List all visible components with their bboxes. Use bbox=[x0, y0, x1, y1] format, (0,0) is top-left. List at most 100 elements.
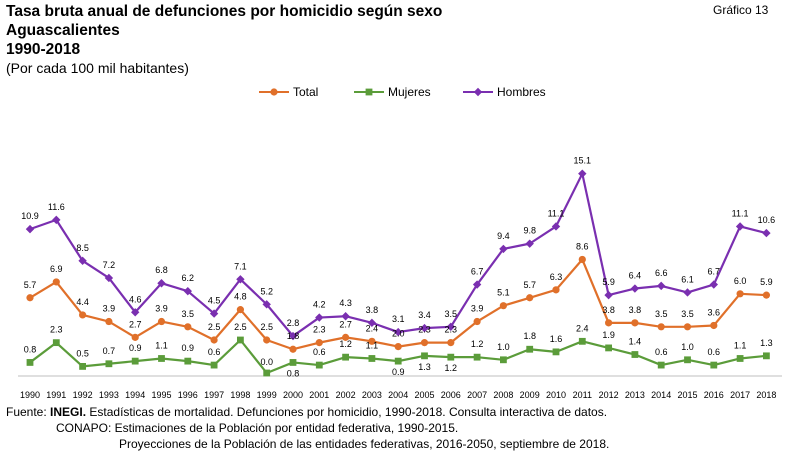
mujeres-marker-1994 bbox=[131, 357, 139, 365]
chart-region: Aguascalientes bbox=[6, 22, 120, 39]
total-marker-1997 bbox=[210, 336, 218, 344]
hombres-marker-2008 bbox=[499, 244, 508, 254]
total-marker-2005 bbox=[420, 339, 429, 347]
total-data-label-2003: 2.4 bbox=[366, 323, 379, 333]
hombres-data-label-2006: 3.5 bbox=[445, 309, 458, 319]
x-tick-label-2015: 2015 bbox=[677, 390, 697, 400]
total-data-label-1995: 3.9 bbox=[155, 304, 168, 314]
legend-marker-hombres bbox=[473, 87, 483, 97]
total-marker-2017 bbox=[736, 290, 744, 298]
total-data-label-1999: 2.5 bbox=[260, 322, 273, 332]
mujeres-marker-2009 bbox=[526, 345, 534, 353]
chart-period: 1990-2018 bbox=[6, 41, 81, 58]
mujeres-data-label-1992: 0.5 bbox=[76, 348, 89, 358]
total-data-label-2005: 2.3 bbox=[418, 325, 431, 335]
total-data-label-2006: 2.3 bbox=[445, 325, 458, 335]
x-tick-label-2006: 2006 bbox=[441, 390, 461, 400]
total-data-label-2004: 2.0 bbox=[392, 329, 405, 339]
hombres-data-label-1998: 7.1 bbox=[234, 261, 247, 271]
x-tick-label-1992: 1992 bbox=[73, 390, 93, 400]
mujeres-data-label-2014: 0.6 bbox=[655, 347, 668, 357]
mujeres-data-label-1994: 0.9 bbox=[129, 343, 142, 353]
total-marker-2001 bbox=[315, 339, 323, 347]
hombres-data-label-2011: 15.1 bbox=[574, 156, 592, 166]
x-tick-label-1993: 1993 bbox=[99, 390, 119, 400]
x-tick-label-2010: 2010 bbox=[546, 390, 566, 400]
total-data-label-2014: 3.5 bbox=[655, 309, 668, 319]
x-tick-label-2014: 2014 bbox=[651, 390, 671, 400]
mujeres-data-label-1999: 0.0 bbox=[260, 357, 273, 367]
total-data-label-2017: 6.0 bbox=[734, 276, 747, 286]
source-label: Fuente: bbox=[6, 405, 47, 419]
hombres-marker-1997 bbox=[209, 309, 219, 318]
source-text-1: Estadísticas de mortalidad. Defunciones … bbox=[89, 405, 608, 419]
legend-marker-mujeres bbox=[365, 88, 373, 96]
mujeres-data-label-2016: 0.6 bbox=[708, 347, 721, 357]
x-tick-label-2005: 2005 bbox=[414, 390, 434, 400]
mujeres-marker-1999 bbox=[263, 369, 271, 377]
x-tick-label-2012: 2012 bbox=[599, 390, 619, 400]
hombres-marker-1996 bbox=[183, 286, 192, 296]
source-line-1: Fuente: INEGI. Estadísticas de mortalida… bbox=[6, 404, 609, 420]
mujeres-data-label-1998: 2.5 bbox=[234, 322, 247, 332]
x-tick-label-1990: 1990 bbox=[20, 390, 40, 400]
x-tick-label-2000: 2000 bbox=[283, 390, 303, 400]
x-tick-label-2008: 2008 bbox=[493, 390, 513, 400]
total-marker-2009 bbox=[526, 294, 534, 302]
x-tick-label-1999: 1999 bbox=[257, 390, 277, 400]
mujeres-marker-1992 bbox=[79, 363, 86, 370]
hombres-marker-2003 bbox=[367, 318, 377, 328]
total-data-label-1990: 5.7 bbox=[24, 280, 37, 290]
total-marker-2011 bbox=[578, 255, 586, 264]
source-line-2: CONAPO: Estimaciones de la Población por… bbox=[56, 421, 459, 435]
mujeres-data-label-1993: 0.7 bbox=[103, 346, 116, 356]
legend-label-total: Total bbox=[293, 85, 318, 99]
x-tick-label-2016: 2016 bbox=[704, 390, 724, 400]
mujeres-marker-2013 bbox=[631, 351, 639, 358]
hombres-marker-2006 bbox=[446, 322, 455, 331]
hombres-marker-2012 bbox=[604, 290, 613, 300]
total-marker-2004 bbox=[394, 343, 402, 351]
hombres-marker-2001 bbox=[315, 313, 324, 322]
mujeres-data-label-2004: 0.9 bbox=[392, 367, 405, 377]
hombres-data-label-1991: 11.6 bbox=[48, 202, 65, 212]
source-org: INEGI. bbox=[50, 405, 87, 419]
total-data-label-1993: 3.9 bbox=[103, 304, 116, 314]
hombres-data-label-1995: 6.8 bbox=[155, 265, 168, 275]
x-tick-label-2018: 2018 bbox=[756, 390, 776, 400]
total-marker-1999 bbox=[263, 336, 271, 344]
total-data-label-2007: 3.9 bbox=[471, 304, 484, 314]
hombres-marker-1992 bbox=[78, 256, 87, 265]
x-tick-label-2007: 2007 bbox=[467, 390, 487, 400]
mujeres-data-label-2015: 1.0 bbox=[681, 342, 694, 352]
mujeres-marker-2014 bbox=[657, 361, 665, 369]
hombres-marker-2018 bbox=[762, 228, 771, 238]
total-marker-1991 bbox=[52, 278, 60, 286]
mujeres-data-label-2010: 1.6 bbox=[550, 334, 563, 344]
hombres-marker-2002 bbox=[341, 312, 350, 321]
mujeres-marker-1997 bbox=[210, 361, 218, 369]
hombres-data-label-2018: 10.6 bbox=[758, 215, 776, 225]
x-tick-label-2001: 2001 bbox=[309, 390, 329, 400]
mujeres-data-label-2012: 1.9 bbox=[602, 330, 615, 340]
hombres-data-label-1990: 10.9 bbox=[21, 211, 39, 221]
total-marker-2013 bbox=[631, 319, 639, 327]
total-data-label-1997: 2.5 bbox=[208, 322, 221, 332]
hombres-marker-2009 bbox=[525, 239, 534, 248]
hombres-marker-1993 bbox=[104, 273, 114, 283]
total-data-label-2000: 1.8 bbox=[287, 331, 300, 341]
total-marker-2016 bbox=[710, 321, 718, 330]
total-marker-2012 bbox=[605, 319, 613, 327]
hombres-marker-1999 bbox=[262, 300, 271, 309]
hombres-data-label-2016: 6.7 bbox=[708, 267, 721, 277]
x-tick-label-1995: 1995 bbox=[151, 390, 171, 400]
total-data-label-2011: 8.6 bbox=[576, 241, 589, 251]
x-tick-label-2003: 2003 bbox=[362, 390, 382, 400]
hombres-data-label-2007: 6.7 bbox=[471, 267, 484, 277]
hombres-marker-1995 bbox=[157, 279, 166, 288]
x-tick-label-1998: 1998 bbox=[230, 390, 250, 400]
mujeres-marker-2015 bbox=[684, 356, 691, 364]
hombres-data-label-2017: 11.1 bbox=[732, 208, 749, 218]
mujeres-data-label-2001: 0.6 bbox=[313, 347, 326, 357]
total-data-label-2012: 3.8 bbox=[602, 305, 615, 315]
